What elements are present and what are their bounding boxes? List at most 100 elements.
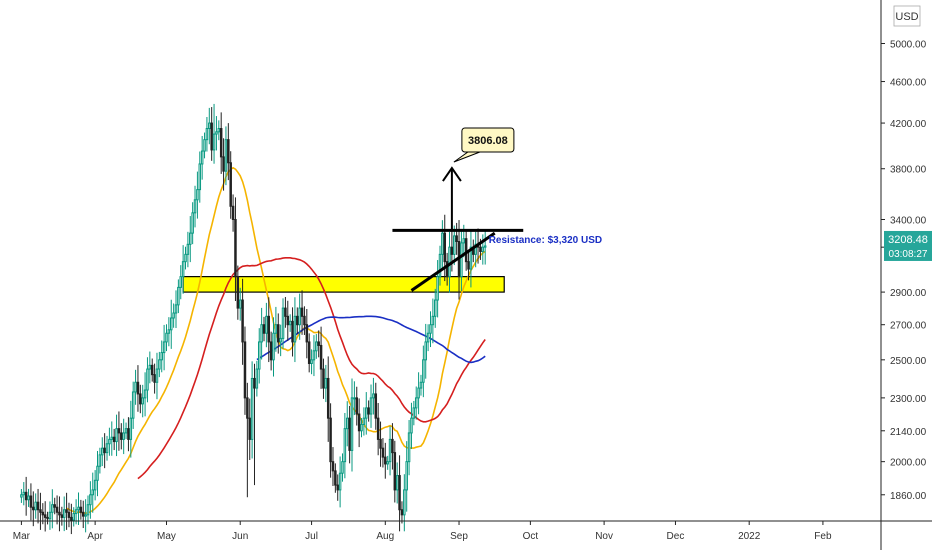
candle-body[interactable] [381,447,385,458]
candle-body[interactable] [269,341,273,361]
candle-body[interactable] [260,324,263,343]
candle-body[interactable] [414,397,418,409]
candle-body[interactable] [422,359,425,383]
candle-body[interactable] [229,162,232,207]
candle-body[interactable] [155,368,159,383]
candle-body[interactable] [55,506,59,513]
candle-body[interactable] [191,212,194,234]
candle-body[interactable] [374,393,378,419]
candle-body[interactable] [103,447,106,454]
candle-body[interactable] [469,246,473,270]
candle-body[interactable] [39,509,42,513]
candle-body[interactable] [419,381,423,389]
candle-body[interactable] [134,381,137,393]
candle-body[interactable] [338,472,342,491]
candle-body[interactable] [186,243,190,255]
candle-body[interactable] [300,307,304,317]
candle-body[interactable] [355,397,359,415]
candle-body[interactable] [169,317,173,331]
candle-body[interactable] [362,417,366,425]
candle-body[interactable] [112,436,116,443]
candle-body[interactable] [307,341,311,364]
candle-body[interactable] [453,235,456,255]
candle-body[interactable] [96,465,99,481]
candle-body[interactable] [303,315,306,326]
candle-body[interactable] [365,407,368,419]
candle-body[interactable] [324,377,328,389]
candle-body[interactable] [72,513,75,521]
candle-body[interactable] [274,324,278,334]
candle-body[interactable] [248,417,251,440]
candle-body[interactable] [48,511,52,520]
candle-body[interactable] [483,245,487,248]
candle-body[interactable] [224,139,228,172]
target-callout-box[interactable] [461,127,515,153]
candle-body[interactable] [196,189,199,201]
candle-body[interactable] [84,514,87,517]
candle-body[interactable] [53,504,56,508]
candle-body[interactable] [464,238,468,263]
candle-body[interactable] [89,494,92,506]
candle-body[interactable] [386,461,389,465]
candle-body[interactable] [403,489,406,516]
candle-body[interactable] [445,261,449,278]
candle-body[interactable] [143,389,147,399]
candle-body[interactable] [265,315,268,334]
candle-body[interactable] [372,393,375,399]
candle-body[interactable] [41,511,45,516]
candle-body[interactable] [367,407,370,415]
candle-body[interactable] [336,484,339,491]
currency-box[interactable] [893,5,921,27]
candle-body[interactable] [105,443,109,454]
candle-body[interactable] [410,417,413,434]
candle-body[interactable] [222,156,225,172]
candle-body[interactable] [284,307,287,317]
candle-body[interactable] [241,299,244,343]
candle-body[interactable] [20,494,23,498]
candle-body[interactable] [262,324,266,334]
candle-body[interactable] [393,452,397,491]
candle-body[interactable] [208,122,211,130]
candle-body[interactable] [417,387,420,399]
candle-body[interactable] [110,436,114,440]
candle-body[interactable] [65,509,68,513]
candle-body[interactable] [172,312,175,319]
candle-body[interactable] [58,511,61,516]
candle-body[interactable] [43,514,47,518]
candle-body[interactable] [198,163,202,191]
candle-body[interactable] [227,139,230,164]
candle-body[interactable] [433,299,437,317]
candle-body[interactable] [127,428,130,440]
candle-body[interactable] [67,511,71,518]
candle-body[interactable] [150,364,154,376]
candle-body[interactable] [391,438,394,454]
candle-body[interactable] [400,509,404,516]
candle-body[interactable] [310,359,313,364]
candle-body[interactable] [131,391,135,419]
candle-body[interactable] [189,232,192,245]
candle-body[interactable] [450,246,454,255]
candle-body[interactable] [438,253,442,278]
candle-body[interactable] [70,516,73,521]
candle-body[interactable] [91,489,95,496]
candle-body[interactable] [160,352,163,361]
candle-body[interactable] [167,329,171,334]
candle-body[interactable] [243,341,247,399]
candle-body[interactable] [203,139,206,152]
candle-body[interactable] [379,438,382,449]
candle-body[interactable] [162,341,166,354]
candle-body[interactable] [348,417,351,451]
candle-body[interactable] [184,253,187,263]
candle-body[interactable] [319,344,323,370]
candle-body[interactable] [281,307,285,339]
candle-body[interactable] [219,128,223,158]
candle-body[interactable] [165,332,168,343]
candle-body[interactable] [34,501,37,511]
candle-body[interactable] [334,470,337,486]
candle-body[interactable] [27,495,30,501]
candle-body[interactable] [481,246,485,252]
candle-body[interactable] [329,417,332,463]
candle-body[interactable] [215,131,218,135]
